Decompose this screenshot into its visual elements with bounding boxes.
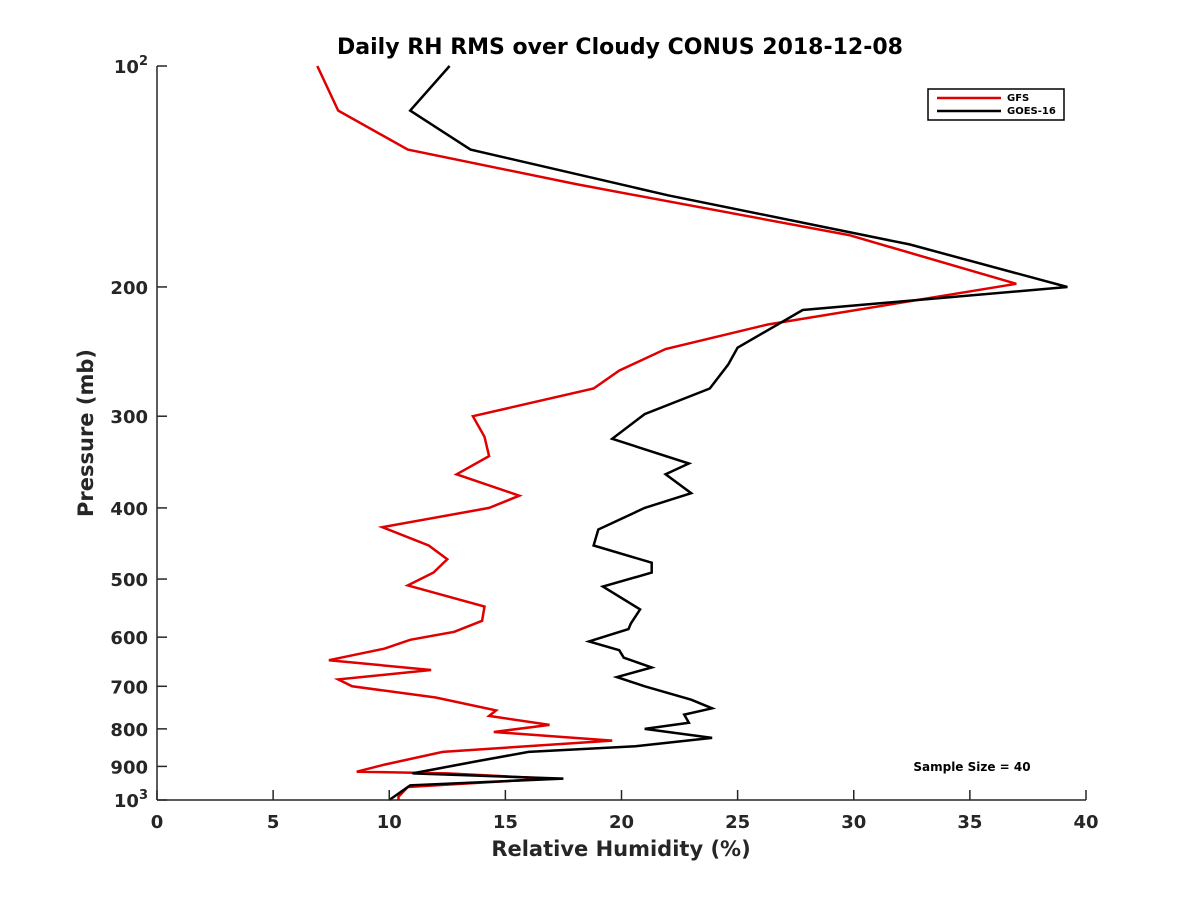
- sample-size-annotation: Sample Size = 40: [913, 760, 1030, 774]
- y-tick-label: 102: [114, 54, 148, 78]
- y-tick-label: 700: [110, 677, 148, 698]
- x-tick-label: 15: [493, 812, 518, 833]
- x-tick-label: 0: [151, 812, 164, 833]
- y-tick-label: 400: [110, 499, 148, 520]
- series-layer: [316, 65, 1068, 802]
- x-tick-label: 5: [267, 812, 280, 833]
- y-axis-label: Pressure (mb): [74, 349, 98, 517]
- y-tick-label: 200: [110, 278, 148, 299]
- x-tick-label: 25: [725, 812, 750, 833]
- legend-label-goes16: GOES-16: [1007, 106, 1056, 117]
- x-tick-label: 30: [841, 812, 866, 833]
- series-line-goes16: [388, 65, 1068, 802]
- legend-box: [927, 88, 1065, 121]
- axes-layer: 0 5 10 15 20 25 30 35 40 102 200 300 400 500 600 700 800…: [110, 54, 1098, 833]
- legend-label-gfs: GFS: [1007, 93, 1029, 104]
- y-tick-label: 900: [110, 757, 148, 778]
- x-tick-label: 10: [377, 812, 402, 833]
- legend: GFS GOES-16: [927, 88, 1065, 121]
- y-tick-label: 600: [110, 628, 148, 649]
- plot-area: 0 5 10 15 20 25 30 35 40 102 200 300 400 500 600 700 800…: [110, 54, 1098, 833]
- y-tick-label: 800: [110, 720, 148, 741]
- y-tick-label: 300: [110, 407, 148, 428]
- chart-title: Daily RH RMS over Cloudy CONUS 2018-12-0…: [337, 35, 903, 60]
- y-tick-label: 103: [114, 788, 148, 812]
- x-axis-label: Relative Humidity (%): [491, 837, 750, 861]
- x-tick-label: 35: [957, 812, 982, 833]
- x-tick-label: 20: [609, 812, 634, 833]
- series-line-gfs: [316, 65, 1017, 800]
- y-tick-label: 500: [110, 570, 148, 591]
- x-tick-label: 40: [1073, 812, 1098, 833]
